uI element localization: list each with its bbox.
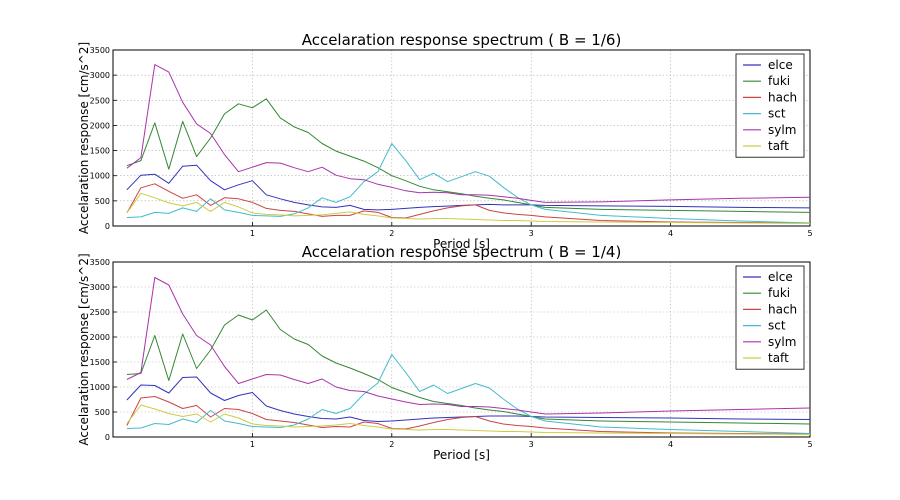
chart-2-series-line-sylm	[126, 277, 811, 415]
chart-1-title: Accelaration response spectrum ( B = 1/6…	[302, 31, 622, 49]
chart-1-x-tick-label: 3	[529, 229, 534, 238]
chart-1-x-tick-label: 4	[668, 229, 673, 238]
chart-1-legend-label-fuki: fuki	[768, 74, 790, 88]
chart-1-y-tick-label: 3000	[90, 71, 110, 80]
chart-1-series-line-taft	[126, 192, 811, 224]
chart-1-legend-label-sylm: sylm	[768, 123, 796, 137]
chart-1-legend-label-sct: sct	[768, 107, 786, 121]
chart-2-series-line-taft	[126, 404, 811, 435]
chart-2-x-tick-label: 2	[389, 440, 394, 449]
chart-1-y-tick-label: 500	[95, 197, 110, 206]
chart-2-plot-frame	[112, 261, 811, 438]
chart-1-x-tick-label: 2	[389, 229, 394, 238]
chart-2-y-tick-label: 1000	[90, 383, 110, 392]
chart-2-series-line-fuki	[126, 309, 811, 425]
chart-1-series-line-sylm	[126, 64, 811, 203]
chart-2-series-line-elce	[126, 376, 811, 422]
chart-2-y-tick-label: 0	[105, 433, 110, 442]
chart-1-y-axis-label: Accelaration response [cm/s^2]	[77, 42, 91, 234]
chart-2-legend-label-sct: sct	[768, 319, 786, 333]
chart-2-y-tick-label: 1500	[90, 358, 110, 367]
chart-2-x-tick-label: 1	[250, 440, 255, 449]
chart-1-series-line-hach	[126, 183, 811, 224]
chart-1-legend-label-hach: hach	[768, 90, 797, 104]
chart-2-x-tick-label: 3	[529, 440, 534, 449]
chart-1-y-tick-label: 0	[105, 222, 110, 231]
chart-1-y-tick-label: 1500	[90, 147, 110, 156]
chart-1-plot-frame	[112, 49, 811, 227]
chart-1-x-axis-label: Period [s]	[433, 237, 490, 251]
chart-1-y-tick-label: 3500	[90, 46, 110, 55]
chart-2-y-tick-label: 500	[95, 408, 110, 417]
chart-1-legend-box	[735, 53, 805, 158]
chart-1-series-line-elce	[126, 164, 811, 211]
chart-2-title: Accelaration response spectrum ( B = 1/4…	[302, 243, 622, 261]
chart-1-legend-label-taft: taft	[768, 139, 789, 153]
chart-2-legend-box	[735, 265, 805, 370]
chart-1-x-tick-label: 1	[250, 229, 255, 238]
chart-2-y-tick-label: 2000	[90, 333, 110, 342]
chart-2-legend-label-sylm: sylm	[768, 335, 796, 349]
chart-2-legend-label-hach: hach	[768, 302, 797, 316]
chart-1-y-tick-label: 2000	[90, 121, 110, 130]
chart-2-legend-label-fuki: fuki	[768, 286, 790, 300]
chart-1-y-tick-label: 1000	[90, 172, 110, 181]
chart-1-legend-label-elce: elce	[768, 58, 793, 72]
chart-2-x-tick-label: 4	[668, 440, 673, 449]
chart-2-series-line-hach	[126, 396, 811, 435]
chart-2-x-axis-label: Period [s]	[433, 448, 490, 462]
chart-2-legend-label-taft: taft	[768, 351, 789, 365]
chart-2-legend-label-elce: elce	[768, 270, 793, 284]
chart-1-x-tick-label: 5	[807, 229, 812, 238]
chart-2-y-tick-label: 3000	[90, 283, 110, 292]
chart-1-series-line-sct	[126, 143, 811, 224]
chart-2-y-tick-label: 3500	[90, 258, 110, 267]
chart-2-x-tick-label: 5	[807, 440, 812, 449]
chart-2-series-line-sct	[126, 354, 811, 434]
chart-2-y-axis-label: Accelaration response [cm/s^2]	[77, 253, 91, 445]
chart-1-y-tick-label: 2500	[90, 96, 110, 105]
chart-2-y-tick-label: 2500	[90, 308, 110, 317]
chart-1-series-line-fuki	[126, 98, 811, 213]
